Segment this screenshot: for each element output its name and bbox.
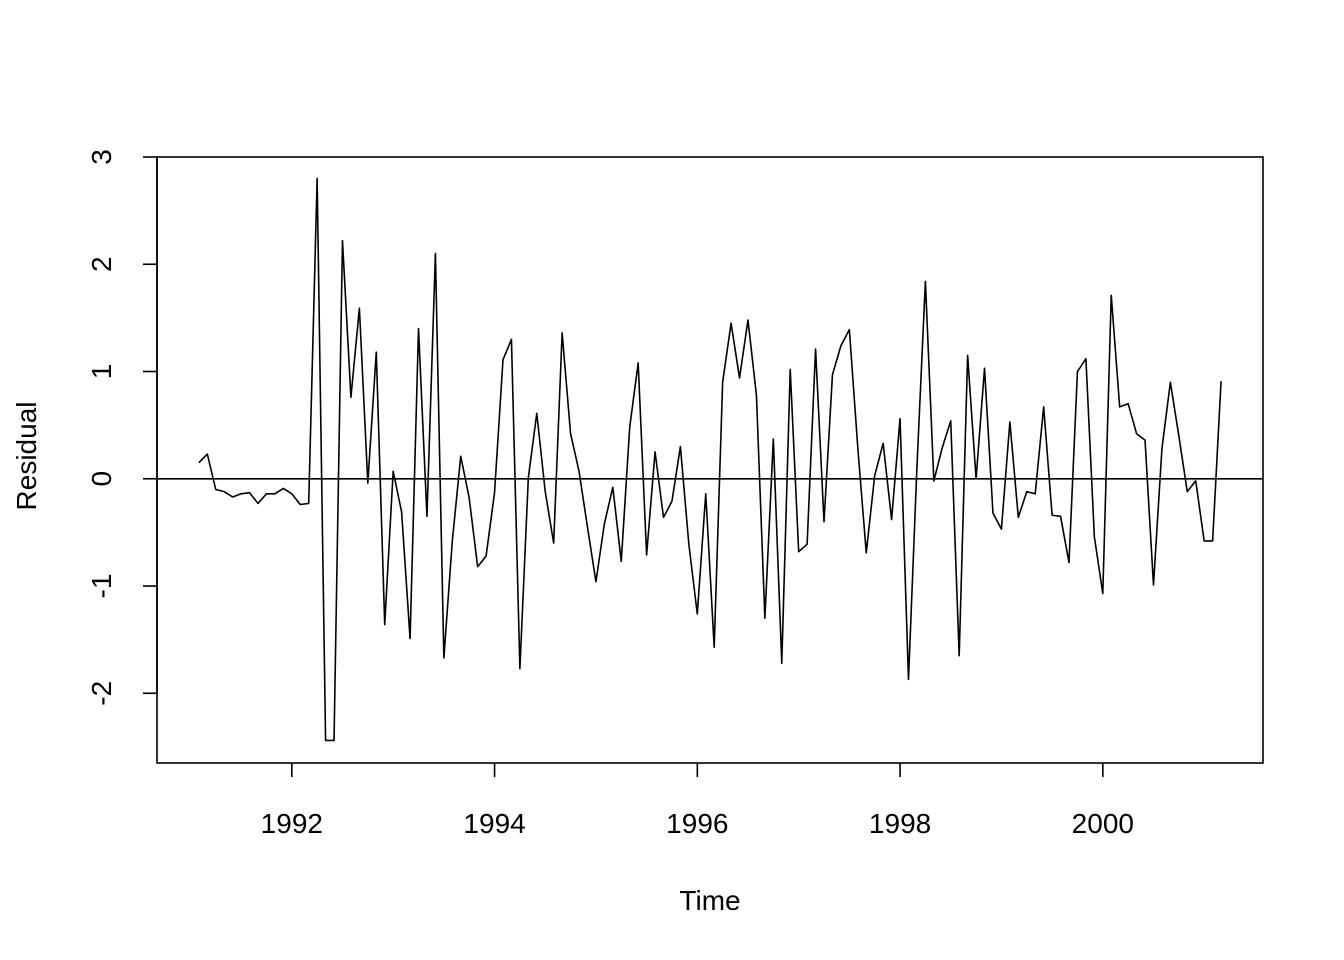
x-tick-label-1998: 1998 xyxy=(869,808,931,839)
x-tick-label-1994: 1994 xyxy=(463,808,525,839)
y-tick-label-0: 0 xyxy=(86,471,117,487)
y-tick-label-3: 3 xyxy=(86,149,117,165)
y-axis: -2 -1 0 1 2 3 xyxy=(86,149,158,706)
x-tick-label-2000: 2000 xyxy=(1072,808,1134,839)
y-tick-label-1: 1 xyxy=(86,364,117,380)
y-tick-label-2: 2 xyxy=(86,256,117,272)
y-axis-title: Residual xyxy=(11,402,42,511)
x-tick-label-1992: 1992 xyxy=(261,808,323,839)
series-layer xyxy=(198,177,1222,742)
x-axis-title: Time xyxy=(679,885,740,916)
residual-series-line xyxy=(198,177,1222,742)
y-tick-label--2: -2 xyxy=(86,681,117,706)
x-tick-label-1996: 1996 xyxy=(666,808,728,839)
plot-frame xyxy=(156,156,1264,764)
y-tick-label--1: -1 xyxy=(86,574,117,599)
x-axis: 1992 1994 1996 1998 2000 xyxy=(261,763,1134,839)
